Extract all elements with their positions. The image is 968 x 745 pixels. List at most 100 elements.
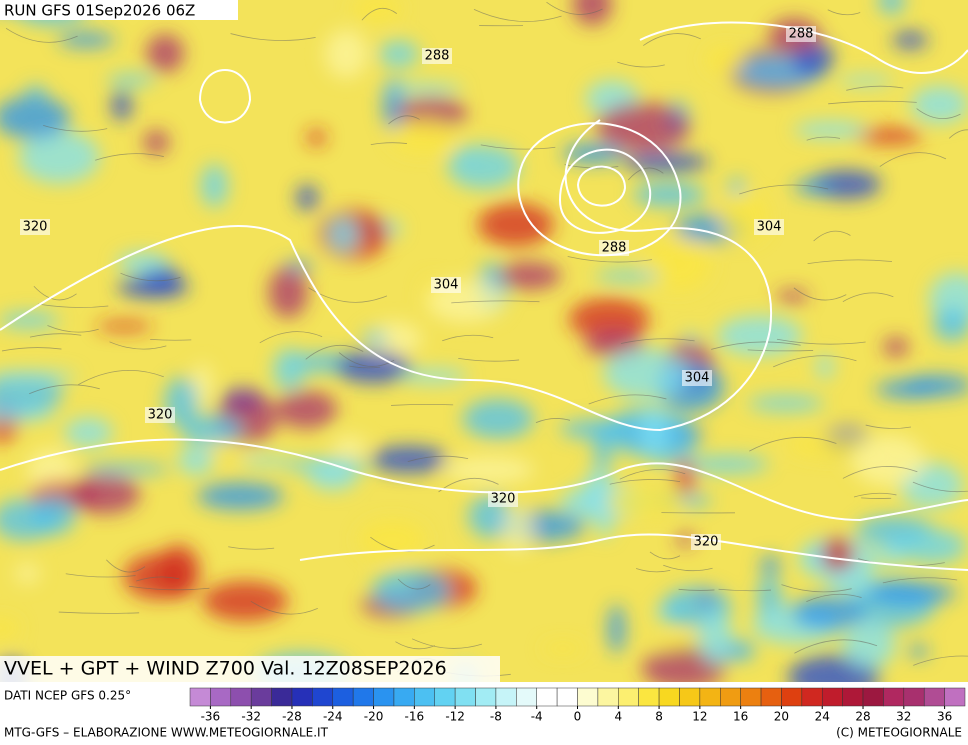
streamline	[473, 9, 562, 22]
streamline	[397, 578, 431, 590]
vvel-patch	[64, 417, 113, 448]
vvel-patch	[447, 144, 520, 189]
vvel-patch	[596, 102, 690, 152]
colorbar-tick-label: -28	[282, 710, 302, 724]
streamline	[150, 338, 192, 341]
streamline	[749, 436, 837, 452]
streamline	[718, 588, 772, 592]
streamline	[95, 153, 164, 161]
contour-label-bg	[691, 534, 721, 550]
streamline	[711, 341, 801, 350]
contour-label: 320	[148, 408, 173, 423]
streamline	[567, 256, 653, 263]
streamline	[678, 588, 715, 591]
streamline	[649, 551, 681, 560]
vvel-patch	[82, 463, 171, 475]
streamline	[391, 403, 454, 406]
colorbar-swatch	[658, 687, 680, 707]
streamline	[349, 365, 381, 369]
contour-label-bg	[786, 26, 816, 42]
streamline	[948, 129, 968, 139]
vvel-patch	[497, 261, 561, 290]
contour-labels: 288 288 288 304 304 304 320 320 320 320	[20, 26, 816, 550]
streamline	[643, 33, 701, 46]
vvel-patch	[111, 90, 132, 122]
colorbar-swatch	[556, 687, 578, 707]
contour-label-bg	[682, 370, 712, 386]
vvel-patch	[603, 348, 689, 399]
streamline	[128, 585, 210, 591]
colorbar-tick-label: -36	[201, 710, 221, 724]
colorbar-tick-label: 28	[855, 710, 870, 724]
colorbar-tick-label: 24	[815, 710, 830, 724]
vvel-patch	[371, 569, 451, 612]
colorbar-swatch	[699, 687, 721, 707]
vvel-patch	[776, 289, 810, 303]
vvel-patch	[18, 130, 100, 184]
contour-label: 304	[685, 371, 710, 386]
streamline	[842, 466, 918, 479]
streamline	[828, 100, 917, 105]
colorbar-swatch	[393, 687, 415, 707]
colorbar-swatch	[679, 687, 701, 707]
colorbar-swatch	[332, 687, 354, 707]
streamline	[806, 593, 862, 603]
streamline	[29, 384, 100, 395]
vvel-patch	[178, 445, 214, 476]
contour-label: 288	[602, 241, 627, 256]
colorbar-swatch	[352, 687, 374, 707]
vvel-patch	[542, 642, 584, 655]
contour-label: 288	[425, 49, 450, 64]
colorbar-tick-label: 36	[937, 710, 952, 724]
streamline	[663, 564, 713, 572]
contour-label: 304	[757, 220, 782, 235]
colorbar-swatch	[414, 687, 435, 707]
contour-label-bg	[599, 240, 629, 256]
credit-label: MTG-GFS – ELABORAZIONE WWW.METEOGIORNALE…	[4, 726, 329, 740]
streamline	[794, 639, 878, 654]
colorbar-swatch	[373, 687, 395, 707]
streamline	[781, 584, 852, 593]
run-label: RUN GFS 01Sep2026 06Z	[4, 2, 195, 20]
vvel-patch	[816, 354, 834, 380]
contour-label-bg	[145, 407, 175, 423]
streamline	[136, 576, 180, 582]
colorbar-swatch	[944, 687, 966, 707]
streamline	[65, 573, 136, 578]
vvel-patch	[911, 85, 968, 124]
colorbar-swatch	[903, 687, 925, 707]
colorbar-swatch	[842, 687, 864, 707]
colorbar-swatch	[250, 687, 272, 707]
vvel-patch	[716, 315, 803, 356]
vvel-patch	[0, 312, 60, 329]
colorbar-swatch	[454, 687, 476, 707]
colorbar-swatch	[781, 687, 803, 707]
contour-label-bg	[488, 491, 518, 507]
colorbar-tick-label: 16	[733, 710, 748, 724]
colorbar-tick-label: 32	[896, 710, 911, 724]
vvel-patch	[239, 455, 293, 466]
colorbar-swatch	[720, 687, 741, 707]
vvel-patch	[698, 612, 734, 665]
vvel-patch	[296, 184, 319, 211]
streamline	[259, 331, 323, 344]
streamline	[913, 655, 968, 666]
wind-streamlines	[1, 1, 968, 677]
streamline	[842, 292, 894, 303]
vvel-patch	[568, 298, 650, 341]
vvel-patch	[0, 96, 71, 140]
streamline	[388, 115, 420, 125]
streamline	[853, 492, 897, 498]
vvel-patch	[391, 118, 456, 154]
colorbar-tick-label: 12	[692, 710, 707, 724]
streamline	[5, 27, 78, 43]
vvel-patch	[203, 443, 254, 457]
streamline	[480, 144, 556, 150]
vvel-patch	[143, 130, 170, 155]
streamline	[77, 369, 164, 386]
contour-label-bg	[431, 277, 461, 293]
vvel-patch	[683, 455, 769, 474]
streamline	[807, 259, 893, 265]
colorbar-tick-label: -4	[531, 710, 543, 724]
streamline	[636, 568, 671, 573]
